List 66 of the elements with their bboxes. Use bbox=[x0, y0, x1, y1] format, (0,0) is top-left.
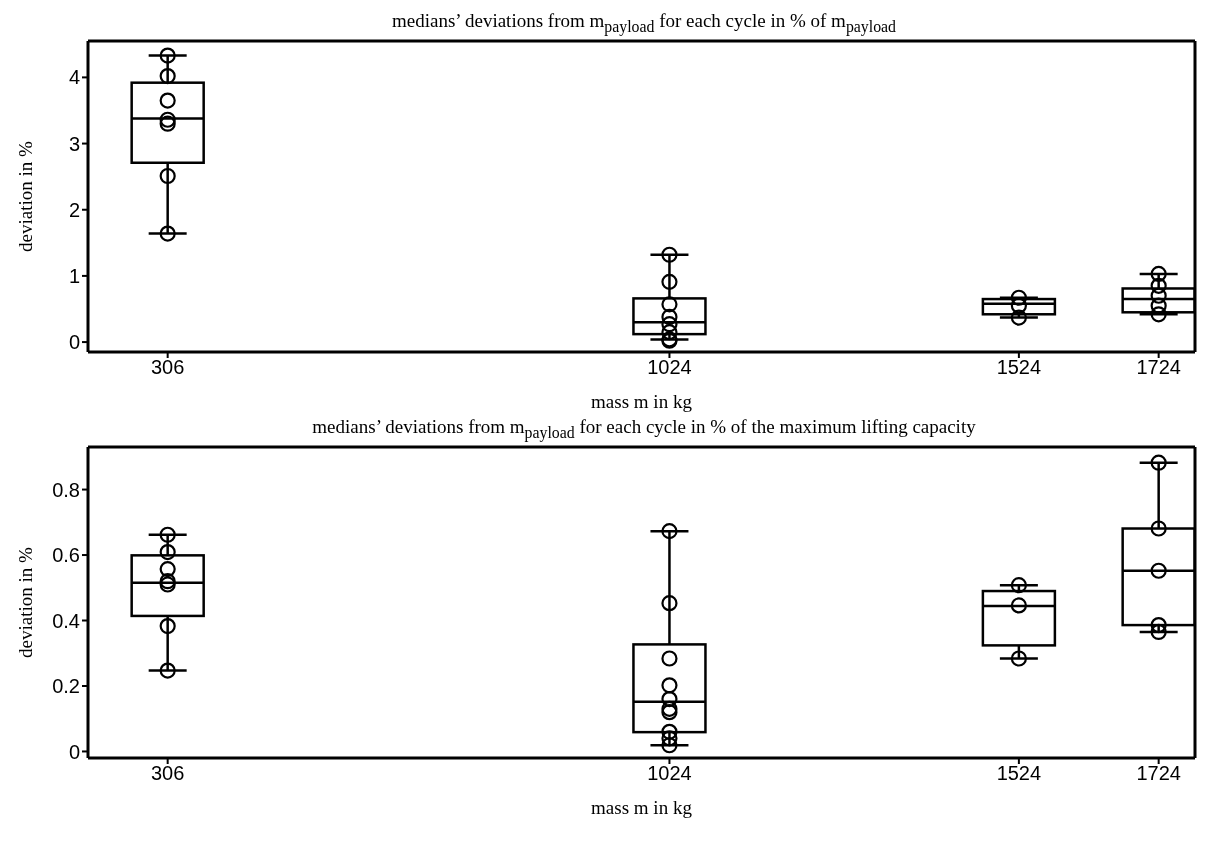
point bbox=[1010, 597, 1027, 614]
y-tick-label: 1 bbox=[68, 265, 80, 287]
point bbox=[159, 111, 176, 128]
y-tick-label: 0.6 bbox=[52, 544, 80, 567]
x-tick-label: 1524 bbox=[996, 762, 1042, 785]
point bbox=[1150, 454, 1167, 471]
point bbox=[661, 296, 678, 313]
x-axis-title: mass m in kg bbox=[591, 391, 693, 412]
point bbox=[661, 704, 678, 721]
point bbox=[1150, 265, 1167, 283]
x-tick-label: 306 bbox=[150, 356, 185, 379]
y-axis-title: deviation in % bbox=[15, 546, 36, 658]
x-tick-label: 1024 bbox=[647, 762, 692, 785]
point bbox=[661, 595, 678, 612]
point bbox=[1150, 297, 1167, 314]
point bbox=[159, 67, 176, 85]
point bbox=[661, 523, 678, 540]
point bbox=[661, 308, 678, 326]
y-tick-label: 0 bbox=[68, 740, 80, 763]
chart-title: medians’ deviations from m$_{payload}$ for each cycle in % of the maximum lifting capacity bbox=[311, 415, 977, 441]
point bbox=[661, 273, 678, 290]
point bbox=[661, 723, 678, 740]
x-tick-label: 1024 bbox=[647, 356, 692, 379]
point bbox=[159, 225, 176, 242]
point bbox=[1150, 277, 1167, 294]
x-tick-label: 1724 bbox=[1136, 356, 1181, 379]
y-tick-label: 3 bbox=[68, 132, 80, 155]
chart-title: medians’ deviations from m$_{payload}$ for each cycle in % of m$_{payload}$ bbox=[391, 9, 897, 35]
point bbox=[159, 561, 176, 578]
x-tick-label: 1524 bbox=[996, 356, 1042, 379]
y-tick-label: 0.4 bbox=[52, 609, 80, 632]
point bbox=[661, 677, 678, 694]
point bbox=[661, 690, 678, 708]
y-axis-title: deviation in % bbox=[15, 140, 36, 252]
y-tick-label: 0.2 bbox=[52, 675, 80, 698]
point bbox=[159, 543, 176, 561]
point bbox=[159, 617, 176, 635]
point bbox=[1010, 289, 1027, 306]
x-axis-title: mass m in kg bbox=[591, 797, 693, 818]
point bbox=[159, 526, 176, 543]
y-tick-label: 2 bbox=[68, 198, 80, 221]
y-tick-label: 4 bbox=[68, 66, 80, 89]
point bbox=[1150, 616, 1167, 634]
point bbox=[159, 92, 176, 109]
y-tick-label: 0 bbox=[68, 331, 80, 354]
x-tick-label: 306 bbox=[150, 762, 185, 785]
point bbox=[159, 115, 176, 132]
point bbox=[1150, 562, 1167, 579]
point bbox=[1010, 650, 1027, 667]
point bbox=[159, 662, 176, 679]
point bbox=[159, 47, 176, 64]
point bbox=[1150, 623, 1167, 641]
y-tick-label: 0.8 bbox=[52, 478, 80, 501]
point bbox=[159, 167, 176, 185]
point bbox=[661, 316, 678, 333]
point bbox=[1150, 306, 1167, 323]
point bbox=[661, 246, 678, 263]
x-tick-label: 1724 bbox=[1136, 762, 1181, 785]
point bbox=[1150, 520, 1167, 537]
point bbox=[1010, 577, 1027, 594]
point bbox=[1150, 287, 1167, 304]
point bbox=[661, 700, 678, 717]
point bbox=[661, 737, 678, 754]
point bbox=[1010, 309, 1027, 326]
point bbox=[661, 324, 678, 341]
point bbox=[661, 650, 678, 667]
